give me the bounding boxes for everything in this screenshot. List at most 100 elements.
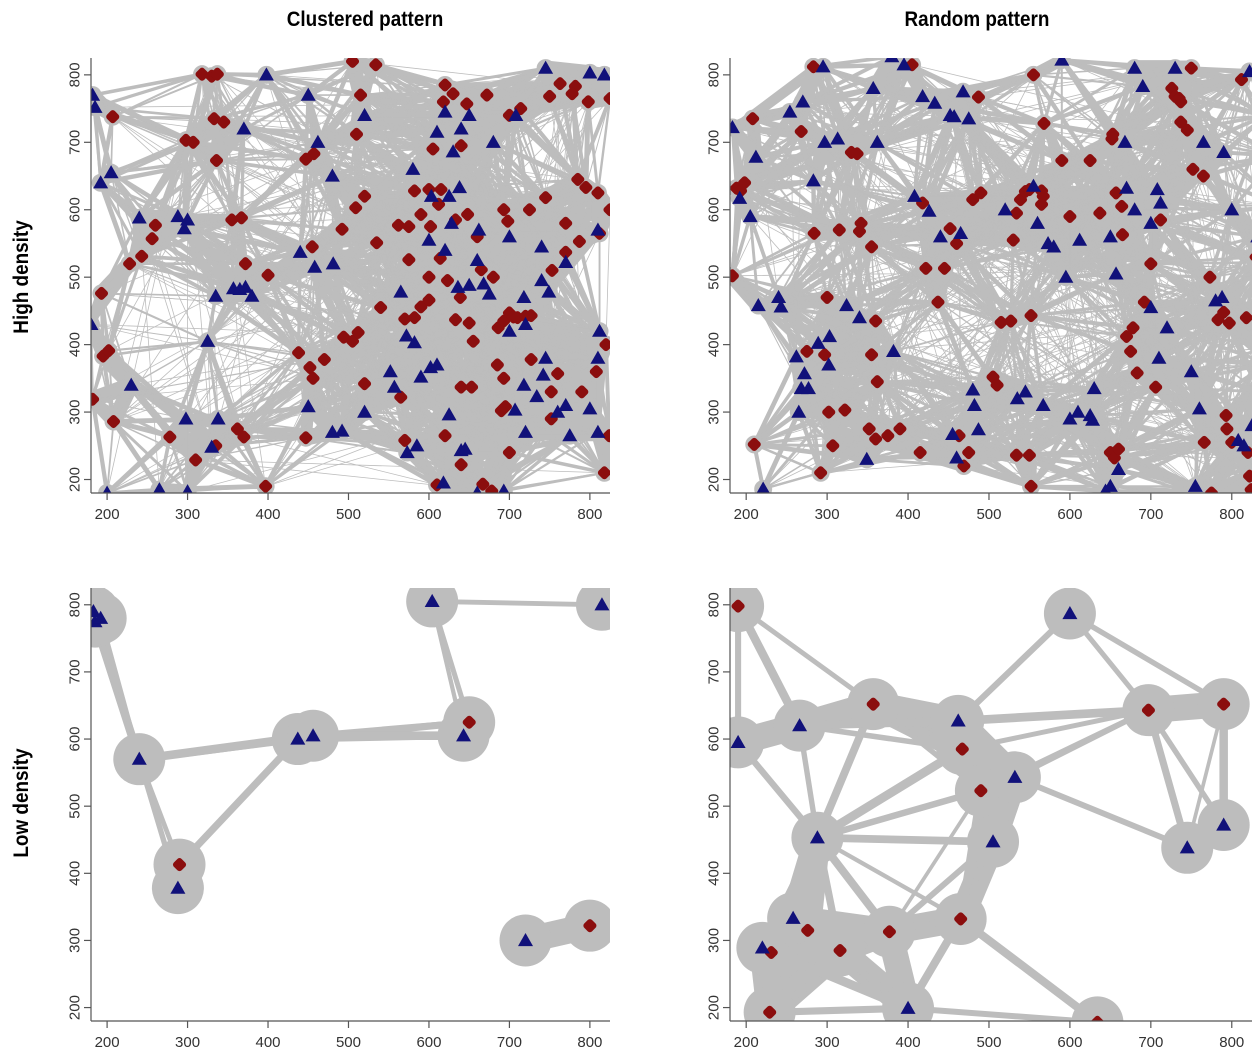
network-edge <box>151 238 213 448</box>
diamond-point <box>438 429 452 443</box>
network-edge <box>211 226 410 448</box>
network-edge <box>91 397 172 439</box>
network-edge <box>583 99 591 190</box>
network-edge <box>352 226 410 342</box>
diamond-point <box>599 338 610 352</box>
diamond-point <box>391 218 405 232</box>
network-edge <box>216 417 268 488</box>
diamond-point <box>424 220 438 234</box>
diamond-point <box>465 380 479 394</box>
network-edge <box>331 175 444 484</box>
diamond-point <box>210 67 224 81</box>
diamond-point <box>414 300 428 314</box>
network-edge <box>360 94 607 346</box>
diamond-point <box>106 414 121 429</box>
network-edge <box>91 323 571 437</box>
diamond-point <box>462 316 476 330</box>
network-edge <box>158 274 269 491</box>
diamond-point <box>349 201 363 215</box>
network-edge <box>549 96 579 180</box>
diamond-point <box>217 115 231 129</box>
network-edge <box>99 216 141 295</box>
diamond-point <box>438 78 452 92</box>
network-edge <box>464 74 605 450</box>
diamond-point <box>335 222 349 236</box>
network-edge <box>241 101 589 219</box>
network-edge <box>507 228 600 239</box>
network-edge <box>243 266 316 438</box>
diamond-point <box>358 189 372 203</box>
column-title-random: Random pattern <box>904 8 1050 31</box>
diamond-point <box>145 232 159 246</box>
network-edge <box>92 104 114 176</box>
network-edge <box>502 431 600 493</box>
network-edge <box>210 446 267 488</box>
network-edge <box>201 73 219 420</box>
diamond-point <box>603 203 610 217</box>
network-edge <box>357 226 431 333</box>
network-edge <box>130 384 219 420</box>
network-edge <box>448 195 459 288</box>
diamond-point <box>460 97 474 111</box>
network-edge <box>240 217 343 231</box>
diamond-point <box>524 309 538 323</box>
diamond-point <box>402 253 416 267</box>
network-edge <box>106 261 132 353</box>
diamond-point <box>414 207 428 222</box>
network-edge <box>524 322 601 333</box>
network-edge <box>503 101 589 322</box>
diamond-point <box>466 334 480 348</box>
diamond-point <box>407 311 422 325</box>
network-edge <box>502 434 572 493</box>
network-edge <box>185 139 213 448</box>
network-edge <box>217 72 591 420</box>
network-edge <box>112 116 579 180</box>
network-edge <box>307 406 526 433</box>
network-edge <box>106 348 189 422</box>
network-edge <box>364 84 446 116</box>
network-edge <box>111 419 162 493</box>
network-edge <box>91 397 110 493</box>
network-edge <box>193 457 269 489</box>
network-edge <box>305 158 314 248</box>
network-edge <box>106 459 197 493</box>
network-edge <box>195 459 605 474</box>
network-edge <box>265 414 450 487</box>
diamond-point <box>597 466 610 480</box>
diamond-point <box>539 191 553 205</box>
network-edge <box>223 121 245 438</box>
diamond-point <box>453 290 467 304</box>
diamond-point <box>135 249 149 263</box>
network-edge <box>186 485 267 493</box>
diamond-point <box>485 484 499 493</box>
diamond-point <box>501 214 515 228</box>
diamond-point <box>303 361 317 375</box>
diamond-point <box>559 216 573 230</box>
diamond-point <box>497 203 511 217</box>
diamond-point <box>209 153 224 168</box>
network-edge <box>158 485 267 491</box>
network-edge <box>323 359 438 486</box>
network-edge <box>215 404 311 422</box>
diamond-point <box>402 220 416 234</box>
network-edge <box>242 127 316 156</box>
network-edge <box>207 94 361 342</box>
diamond-point <box>422 293 436 307</box>
diamond-point <box>454 458 468 472</box>
diamond-point <box>292 346 306 360</box>
network-edge <box>529 209 544 376</box>
network-edge <box>364 131 438 413</box>
network-edge <box>191 73 269 145</box>
diamond-point <box>589 365 603 379</box>
diamond-point <box>317 352 331 367</box>
network-edge <box>312 264 361 335</box>
network-edge <box>251 261 567 297</box>
diamond-point <box>261 268 275 282</box>
network-edge <box>331 147 435 178</box>
network-edge <box>331 168 414 178</box>
network-edge <box>243 436 438 486</box>
diamond-point <box>307 147 321 161</box>
network-edge <box>245 114 365 288</box>
network-edge <box>502 471 606 493</box>
network-edge <box>206 339 220 421</box>
